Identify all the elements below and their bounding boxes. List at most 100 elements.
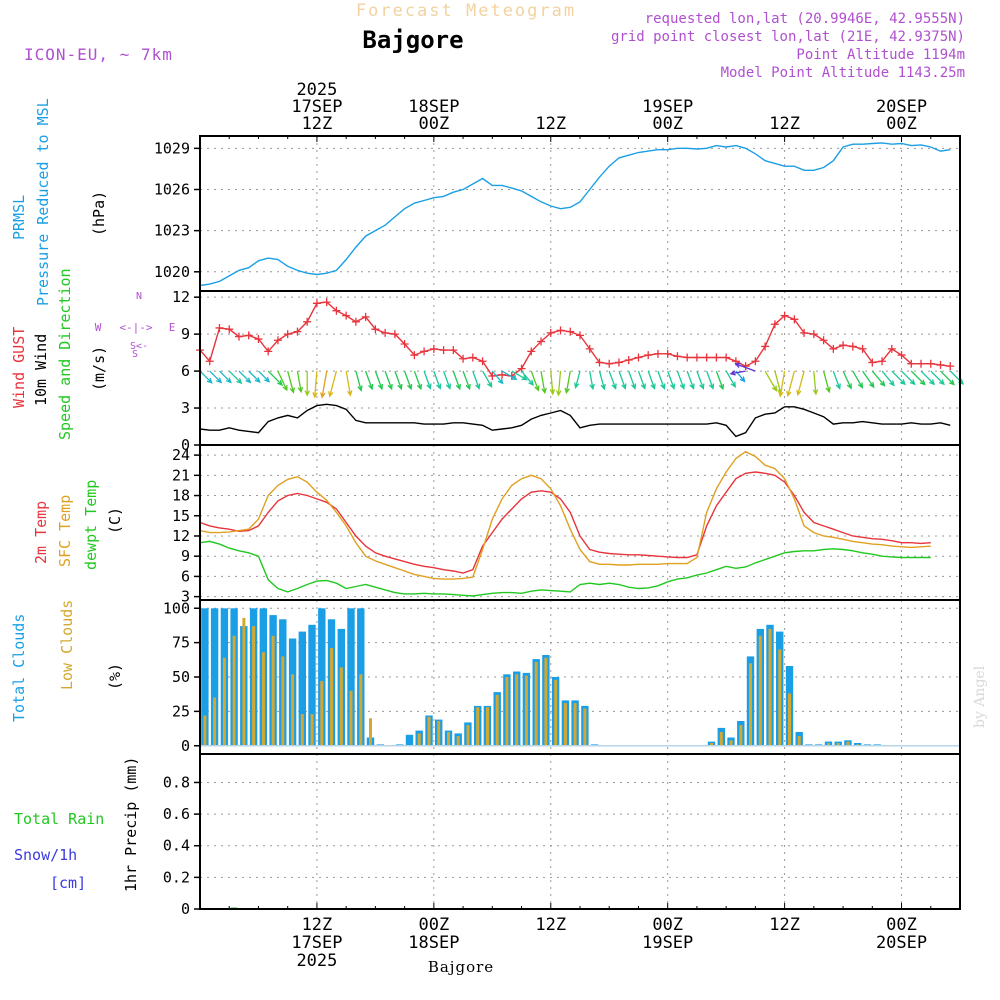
pressure-ytick-label: 1023 [154, 222, 190, 240]
wind-direction-arrow [822, 370, 831, 394]
footer-location: Bajgore [428, 958, 494, 976]
wind-direction-arrow [647, 370, 656, 390]
precipitation-ytick-label: 0.2 [163, 868, 190, 886]
temperature-ytick-label: 6 [181, 567, 190, 585]
wind-direction-arrow [540, 370, 547, 395]
gust-marker [946, 362, 955, 371]
wind-ytick-label: 6 [181, 362, 190, 380]
gust-marker [800, 328, 809, 337]
model-label: ICON-EU, ~ 7km [24, 45, 173, 64]
low-cloud-bar [339, 667, 343, 746]
grid-layer [200, 136, 960, 910]
pressure-series-line [199, 142, 951, 287]
gust-marker [293, 327, 302, 336]
wind-direction-arrow [433, 370, 442, 390]
top-time-label: 20SEP [876, 97, 927, 117]
low-cloud-bar [222, 657, 226, 746]
wind-direction-arrow [345, 370, 353, 397]
wind-direction-arrow [725, 370, 736, 388]
gust-marker [254, 335, 263, 344]
compass-line: <-|-> [119, 321, 152, 334]
low-cloud-bar [749, 663, 752, 746]
low-cloud-bar [300, 714, 304, 746]
low-cloud-bar [320, 681, 324, 746]
gust-marker [712, 353, 721, 362]
wind-direction-arrow [296, 370, 304, 394]
gust-marker [605, 359, 614, 368]
gust-marker [381, 328, 390, 337]
low-cloud-bar [476, 707, 480, 746]
clouds-ytick-label: 75 [172, 634, 190, 652]
precipitation-ytick-label: 0.6 [163, 805, 190, 823]
wind-direction-arrow [729, 370, 746, 376]
wind-direction-arrow [564, 370, 571, 395]
gust-marker [234, 332, 243, 341]
wind-direction-arrow [598, 370, 606, 391]
wind-direction-arrow [413, 370, 423, 391]
wind-direction-arrow [228, 370, 243, 385]
wind-direction-arrow [403, 370, 413, 391]
low-cloud-bar [768, 628, 772, 746]
requested-coords: requested lon,lat (20.9946E, 42.9555N) [645, 11, 965, 27]
low-cloud-bar [836, 743, 840, 746]
gust-marker [907, 359, 916, 368]
wind-direction-arrow [667, 370, 676, 390]
wind-label: 10m Wind [32, 334, 50, 406]
low-cloud-bar [739, 725, 743, 746]
wind-direction-arrow [676, 370, 685, 390]
low-cloud-bar [281, 656, 285, 746]
gust-marker [614, 358, 623, 367]
temperature-ytick-label: 24 [172, 446, 190, 464]
wind-direction-arrow [734, 362, 756, 372]
gust-marker [264, 347, 273, 356]
precipitation-panel-frame [199, 753, 961, 910]
wind-direction-arrow [778, 370, 786, 398]
dewpt-temp-label: dewpt Temp [82, 480, 100, 570]
wind-direction-arrow [384, 370, 393, 391]
top-time-label: 00Z [652, 114, 683, 134]
top-time-label: 18SEP [408, 97, 459, 117]
gust-marker [770, 320, 779, 329]
low-cloud-bar [456, 736, 460, 746]
pressure-ytick-label: 1020 [154, 263, 190, 281]
wind-direction-arrow [657, 370, 666, 390]
temperature-ytick-label: 9 [181, 547, 190, 565]
low-cloud-bar [359, 674, 363, 746]
temperature-ytick-label: 15 [172, 507, 190, 525]
gust-marker [634, 353, 643, 362]
wind-direction-arrow [219, 370, 232, 384]
pressure-ytick-label: 1029 [154, 139, 190, 157]
gust-marker [556, 326, 565, 335]
top-time-label: 12Z [769, 114, 800, 134]
product-title: Forecast Meteogram [356, 1, 576, 21]
wind-direction-arrow [852, 370, 864, 389]
wind-direction-arrow [608, 370, 617, 390]
gust-marker [488, 372, 497, 381]
wind-direction-arrow [511, 370, 528, 381]
low-cloud-bar [291, 674, 295, 746]
pressure-unit: (hPa) [90, 191, 108, 236]
bottom-time-label: 2025 [296, 951, 337, 971]
gust-marker [790, 315, 799, 324]
gust-marker [351, 317, 360, 326]
gust-marker [390, 330, 399, 339]
low-cloud-bar [330, 648, 334, 746]
wind-direction-arrow [871, 370, 886, 387]
gust-marker [312, 299, 321, 308]
gust-marker [361, 312, 370, 321]
wind-panel-frame [199, 290, 961, 446]
low-cloud-bar [710, 743, 714, 746]
low-cloud-bar [242, 617, 246, 746]
bottom-time-label: 00Z [418, 915, 449, 935]
gust-marker [429, 344, 438, 353]
low-cloud-bar [505, 677, 509, 746]
location-title: Bajgore [362, 26, 463, 54]
low-cloud-bar [846, 741, 850, 746]
gust-marker [897, 351, 906, 360]
gust-marker [537, 337, 546, 346]
gust-marker [780, 311, 789, 320]
low-cloud-bar [310, 714, 314, 746]
snow-unit-label: [cm] [50, 874, 86, 892]
bottom-time-label: 17SEP [291, 933, 342, 953]
